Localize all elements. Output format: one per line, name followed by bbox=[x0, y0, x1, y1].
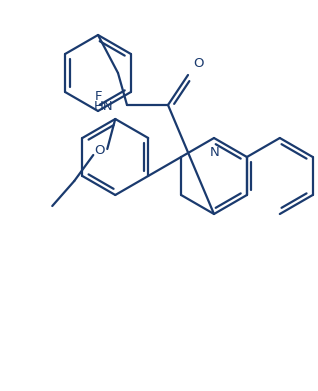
Text: O: O bbox=[193, 57, 204, 70]
Text: O: O bbox=[94, 145, 105, 158]
Text: HN: HN bbox=[93, 100, 113, 113]
Text: N: N bbox=[210, 146, 220, 159]
Text: F: F bbox=[94, 90, 102, 103]
